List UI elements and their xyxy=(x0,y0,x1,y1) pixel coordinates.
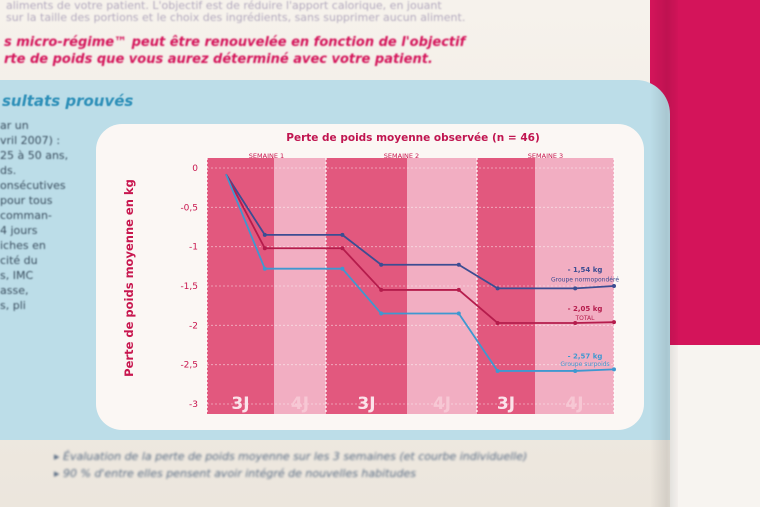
series-point xyxy=(262,246,267,251)
white-flap xyxy=(670,345,760,507)
y-tick-label: -3 xyxy=(189,400,198,410)
series-point xyxy=(612,320,616,325)
y-tick-label: 0 xyxy=(192,164,198,174)
y-tick-label: -2 xyxy=(189,321,198,331)
left-column-line: 25 à 50 ans, xyxy=(0,149,69,162)
chart-title: Perte de poids moyenne observée (n = 46) xyxy=(286,132,540,144)
left-column-line: comman- xyxy=(0,209,52,222)
series-line xyxy=(225,173,615,372)
series-point xyxy=(573,286,578,291)
series-point xyxy=(456,311,461,316)
week-label: SEMAINE 2 xyxy=(384,152,419,160)
band-label: 4J xyxy=(565,394,583,414)
left-column-line: onsécutives xyxy=(0,179,66,192)
band-label: 3J xyxy=(357,394,375,414)
series-point xyxy=(495,320,500,325)
series-line xyxy=(225,173,615,324)
left-column-line: iches en xyxy=(0,239,46,252)
red-line: s micro-régime™ peut être renouvelée en … xyxy=(4,35,466,50)
series-point xyxy=(379,311,384,316)
band-label: 4J xyxy=(433,394,451,414)
band-label: 3J xyxy=(231,394,249,414)
left-column-line: 4 jours xyxy=(0,224,38,237)
series-point xyxy=(262,266,267,271)
red-line: rte de poids que vous aurez déterminé av… xyxy=(4,52,433,67)
day-band xyxy=(477,158,535,414)
band-label: 3J xyxy=(497,394,515,414)
series-point xyxy=(456,287,461,292)
series-point xyxy=(379,287,384,292)
bottom-note: ▸ Évaluation de la perte de poids moyenn… xyxy=(54,450,528,463)
top-line: aliments de votre patient. L'objectif es… xyxy=(6,0,442,12)
y-tick-label: -2,5 xyxy=(180,361,198,371)
y-tick-label: -0,5 xyxy=(180,203,198,213)
panel-title: sultats prouvés xyxy=(2,92,134,110)
top-paragraph: aliments de votre patient. L'objectif es… xyxy=(0,0,660,30)
series-value-label: - 2,57 kg xyxy=(568,352,603,360)
series-point xyxy=(495,286,500,291)
left-column-line: ar un xyxy=(0,119,29,132)
left-column: ar un vril 2007) : 25 à 50 ans, ds. onsécuti… xyxy=(0,118,82,313)
series-point xyxy=(495,368,500,373)
series-point xyxy=(262,232,267,237)
series-point xyxy=(456,262,461,267)
left-column-line: ds. xyxy=(0,164,17,177)
series-point xyxy=(340,232,345,237)
series-name-label: Groupe surpoids xyxy=(560,361,609,368)
series-point xyxy=(612,367,616,372)
left-column-line: s, pli xyxy=(0,299,26,312)
series-point xyxy=(612,284,616,288)
series-point xyxy=(379,262,384,267)
series-value-label: - 1,54 kg xyxy=(568,266,603,274)
left-column-line: vril 2007) : xyxy=(0,134,61,147)
left-column-line: s, IMC xyxy=(0,269,34,282)
series-point xyxy=(340,246,345,251)
week-label: SEMAINE 1 xyxy=(249,152,284,160)
series-line xyxy=(225,173,615,290)
top-line: sur la taille des portions et le choix d… xyxy=(6,11,466,24)
red-paragraph: s micro-régime™ peut être renouvelée en … xyxy=(0,34,640,68)
band-label: 4J xyxy=(291,394,309,414)
week-label: SEMAINE 3 xyxy=(528,152,563,160)
day-band xyxy=(407,158,477,414)
left-column-line: cité du xyxy=(0,254,38,267)
bottom-note: ▸ 90 % d'entre elles pensent avoir intég… xyxy=(54,467,416,480)
series-name-label: TOTAL xyxy=(574,315,595,322)
left-column-line: asse, xyxy=(0,284,29,297)
bottom-notes: ▸ Évaluation de la perte de poids moyenn… xyxy=(54,448,674,482)
page-spine-shadow xyxy=(650,0,678,507)
left-column-line: pour tous xyxy=(0,194,53,207)
series-value-label: - 2,05 kg xyxy=(568,305,603,313)
series-point xyxy=(340,266,345,271)
y-axis-label: Perte de poids moyenne en kg xyxy=(122,179,136,377)
series-point xyxy=(573,320,578,325)
day-band xyxy=(326,158,407,414)
series-point xyxy=(573,368,578,373)
y-tick-label: -1,5 xyxy=(180,282,198,292)
y-tick-label: -1 xyxy=(189,243,198,253)
series-name-label: Groupe normopondéré xyxy=(551,276,619,283)
